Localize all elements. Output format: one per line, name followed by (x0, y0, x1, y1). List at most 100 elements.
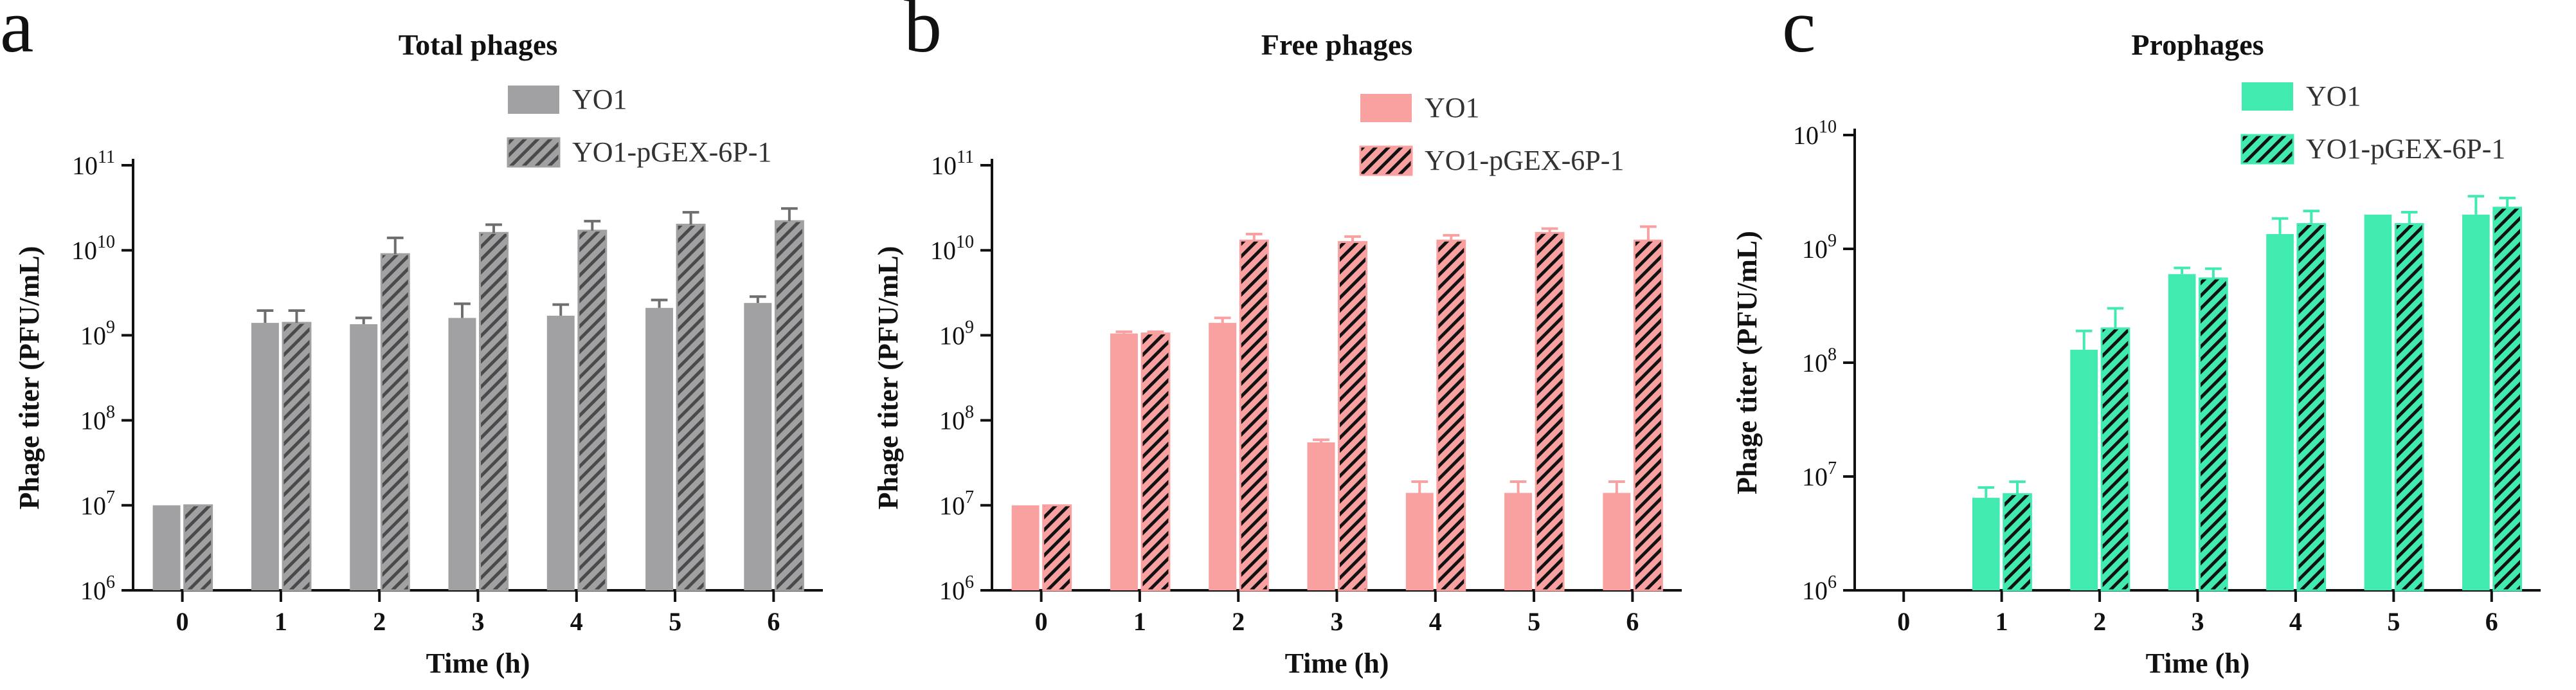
y-tick-exponent: 11 (957, 147, 974, 167)
legend-swatch (507, 137, 561, 168)
y-tick-base: 10 (71, 236, 97, 265)
y-tick-label: 106 (1802, 572, 1837, 605)
bar-yo1-pgex-4 (577, 230, 608, 592)
y-tick-base: 10 (939, 491, 965, 520)
y-tick-base: 10 (1802, 349, 1828, 377)
legend-label: YO1 (2306, 80, 2361, 112)
chart-panel-a: a Total phages 106 107 108 109 1010 1011 Phage t… (0, 0, 859, 690)
y-tick-label: 108 (1802, 345, 1837, 377)
bar-yo1-0 (1011, 505, 1040, 590)
chart-title: Free phages (1261, 28, 1413, 61)
y-tick-label: 107 (939, 487, 974, 520)
y-tick-exponent: 9 (1828, 231, 1837, 251)
y-tick-label: 109 (80, 317, 115, 350)
x-tick-label: 4 (570, 607, 583, 636)
x-axis-label: Time (h) (2146, 648, 2250, 679)
y-tick-label: 106 (939, 572, 974, 605)
y-tick-exponent: 10 (1819, 117, 1837, 137)
y-tick-label: 1010 (71, 232, 115, 265)
y-tick-base: 10 (80, 406, 106, 435)
bar-yo1-4 (546, 315, 575, 590)
panel-label: a (0, 0, 33, 68)
x-tick-label: 6 (2485, 607, 2498, 636)
legend-swatch (2240, 134, 2294, 165)
chart-title: Total phages (399, 28, 558, 61)
legend-swatch (1360, 94, 1412, 122)
x-tick-label: 0 (1897, 607, 1910, 636)
x-axis-label: Time (h) (1285, 648, 1389, 679)
chart-panel-b: b Free phages 106 107 108 109 1010 1011 Phage ti… (859, 0, 1718, 690)
y-tick-exponent: 10 (97, 232, 115, 252)
y-axis-label: Phage titer (PFU/mL) (14, 246, 45, 510)
y-tick-exponent: 9 (965, 317, 974, 337)
bar-yo1-pgex-2 (380, 253, 410, 592)
bar-yo1-1 (1972, 498, 2000, 590)
legend-swatch (508, 86, 559, 114)
legend-label: YO1 (1425, 92, 1480, 123)
y-tick-base: 10 (80, 576, 106, 605)
y-tick-label: 107 (1802, 458, 1837, 491)
bar-yo1-6 (744, 303, 772, 590)
y-tick-label: 108 (939, 403, 974, 435)
x-tick-label: 3 (2192, 607, 2204, 636)
bar-yo1-5 (2364, 214, 2392, 591)
x-tick-label: 5 (2387, 607, 2400, 636)
y-tick-base: 10 (80, 321, 106, 350)
y-tick-exponent: 6 (965, 572, 974, 592)
y-tick-exponent: 7 (965, 487, 974, 507)
y-tick-label: 106 (80, 572, 115, 605)
bar-yo1-pgex-6 (2492, 206, 2523, 592)
y-tick-base: 10 (939, 406, 965, 435)
y-tick-label: 107 (80, 487, 115, 520)
x-tick-label: 5 (1527, 607, 1540, 636)
x-tick-label: 0 (176, 607, 189, 636)
x-tick-label: 3 (1331, 607, 1344, 636)
x-tick-label: 0 (1035, 607, 1048, 636)
y-tick-exponent: 8 (965, 403, 974, 422)
y-tick-exponent: 11 (98, 147, 115, 167)
y-tick-exponent: 7 (106, 487, 115, 507)
x-tick-label: 1 (1133, 607, 1146, 636)
bar-yo1-4 (2266, 233, 2294, 590)
chart-panel-c: c Prophages 106 107 108 109 1010 Phage titer (P… (1718, 0, 2576, 690)
bar-yo1-pgex-3 (1338, 241, 1367, 592)
bar-yo1-5 (1504, 493, 1533, 590)
x-tick-label: 1 (275, 607, 287, 636)
y-tick-base: 10 (1802, 462, 1828, 491)
bar-yo1-pgex-5 (676, 223, 706, 592)
x-axis-label: Time (h) (426, 648, 530, 679)
y-tick-exponent: 9 (106, 317, 115, 337)
bar-yo1-0 (152, 505, 181, 590)
x-tick-label: 2 (2093, 607, 2106, 636)
y-axis-label: Phage titer (PFU/mL) (1731, 231, 1763, 495)
bar-yo1-2 (2070, 349, 2098, 590)
y-tick-exponent: 7 (1828, 458, 1837, 478)
x-tick-label: 4 (2289, 607, 2302, 636)
x-tick-label: 4 (1429, 607, 1442, 636)
x-tick-label: 6 (767, 607, 780, 636)
y-tick-base: 10 (72, 151, 98, 180)
bar-yo1-pgex-6 (774, 220, 804, 592)
y-tick-label: 109 (1802, 231, 1837, 264)
y-tick-base: 10 (1802, 235, 1828, 264)
panel-label: c (1782, 0, 1815, 68)
y-tick-base: 10 (939, 321, 965, 350)
y-axis-label: Phage titer (PFU/mL) (872, 246, 904, 510)
panel-label: b (904, 0, 942, 68)
y-tick-base: 10 (939, 576, 965, 605)
bar-yo1-3 (448, 318, 476, 590)
bar-yo1-pgex-5 (1535, 232, 1565, 592)
bar-yo1-pgex-4 (1436, 239, 1466, 592)
y-tick-label: 108 (80, 403, 115, 435)
chart-title: Prophages (2131, 28, 2264, 61)
legend-swatch (1359, 145, 1413, 176)
bar-yo1-2 (1209, 323, 1237, 590)
bar-yo1-pgex-6 (1633, 239, 1663, 592)
y-tick-label: 1011 (72, 147, 115, 180)
bar-yo1-pgex-0 (183, 504, 213, 592)
x-tick-label: 1 (1995, 607, 2008, 636)
x-tick-label: 3 (472, 607, 485, 636)
